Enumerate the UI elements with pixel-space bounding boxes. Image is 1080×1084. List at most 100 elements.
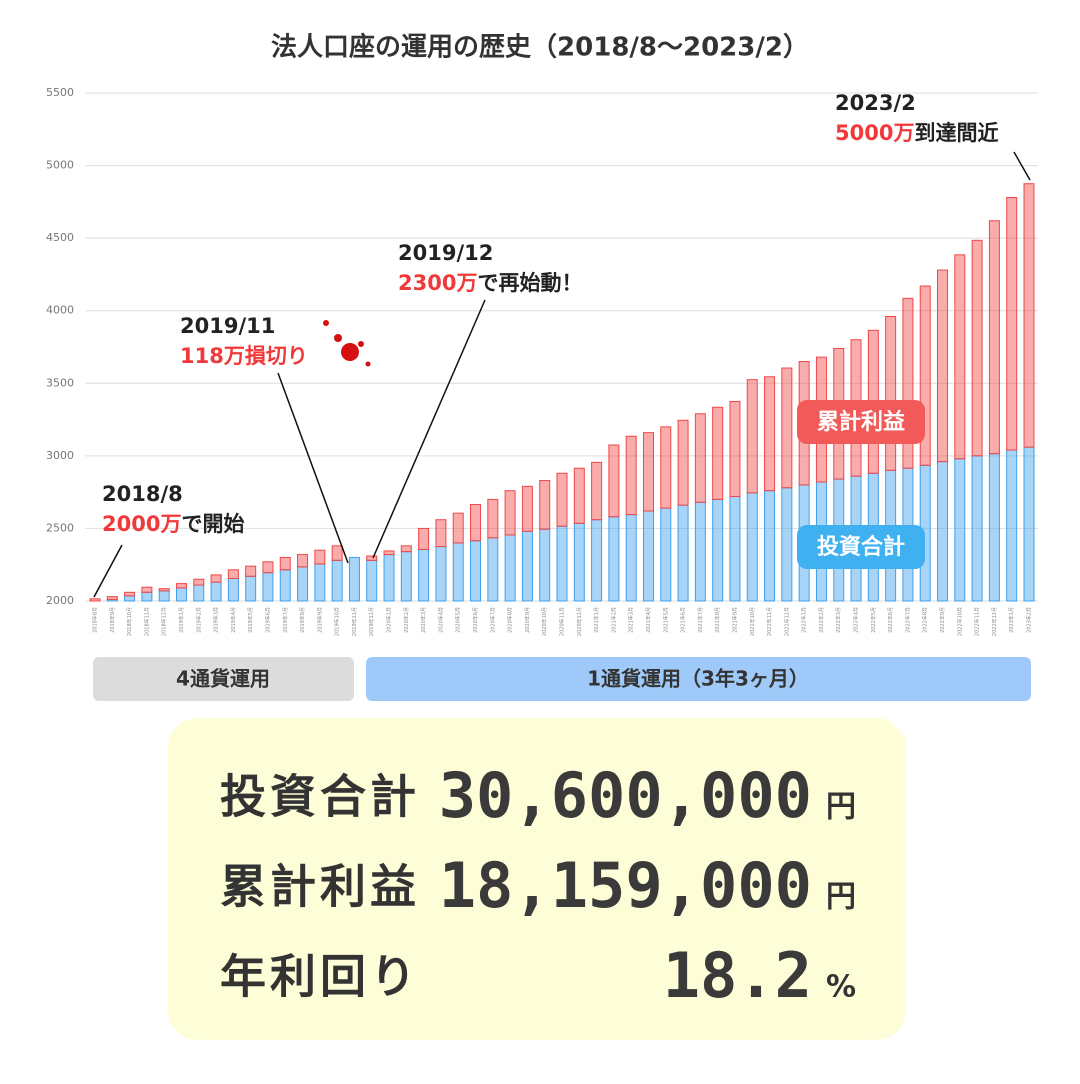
bar-segment <box>193 578 205 586</box>
x-tick-label: 2018年12月 <box>161 607 168 636</box>
chart-title: 法人口座の運用の歴史（2018/8〜2023/2） <box>271 32 809 63</box>
bar-segment <box>124 595 136 602</box>
x-tick-label: 2021年2月 <box>610 607 617 633</box>
bar-segment <box>591 519 603 602</box>
bar-segment <box>625 514 637 602</box>
bar-segment <box>314 549 326 565</box>
bar-segment <box>297 554 309 568</box>
bar-segment <box>573 467 585 524</box>
bar-segment <box>210 574 222 583</box>
bar-segment <box>141 586 153 593</box>
bar-segment <box>539 480 551 530</box>
bar-segment <box>954 458 966 602</box>
annotation-amount: 5000万 <box>835 121 914 145</box>
bar-segment <box>245 575 257 602</box>
x-tick-label: 2019年2月 <box>195 607 202 633</box>
bar-segment <box>383 554 395 602</box>
y-tick-label: 3500 <box>46 376 74 389</box>
bar-segment <box>210 581 222 602</box>
bar-segment <box>383 550 395 556</box>
bar-segment <box>764 376 776 492</box>
x-tick-label: 2019年12月 <box>368 607 375 636</box>
bar-segment <box>366 555 378 561</box>
y-tick-label: 2500 <box>46 521 74 534</box>
x-tick-label: 2023年1月 <box>1008 607 1015 633</box>
bar-segment <box>435 519 447 548</box>
summary-label: 投資合計 <box>220 770 420 824</box>
annotation-text: 5000万到達間近 <box>835 121 998 145</box>
legend-label: 投資合計 <box>817 534 905 560</box>
x-tick-label: 2020年9月 <box>524 607 531 633</box>
x-tick-label: 2019年10月 <box>334 607 341 636</box>
pointer <box>93 544 123 598</box>
bar-segment <box>1023 183 1035 448</box>
annotation-amount: 118万損切り <box>180 344 308 368</box>
bar-segment <box>89 598 101 602</box>
x-tick-label: 2021年1月 <box>593 607 600 633</box>
y-tick-label: 4000 <box>46 304 74 317</box>
x-tick-label: 2022年8月 <box>922 607 929 633</box>
pointer <box>277 372 349 564</box>
x-tick-label: 2022年2月 <box>818 607 825 633</box>
legend-box <box>797 400 925 444</box>
bar-segment <box>227 569 239 580</box>
bar-segment <box>504 534 516 602</box>
annotation-amount: 2300万 <box>398 271 477 295</box>
annotation-date: 2019/12 <box>398 241 493 265</box>
x-tick-label: 2020年2月 <box>403 607 410 633</box>
y-tick-label: 2000 <box>46 594 74 607</box>
annotation-date: 2019/11 <box>180 314 275 338</box>
bar-segment <box>937 269 949 463</box>
x-tick-label: 2020年12月 <box>576 607 583 636</box>
bar-segment <box>746 492 758 602</box>
x-tick-label: 2021年6月 <box>680 607 687 633</box>
x-tick-label: 2019年9月 <box>316 607 323 633</box>
bar-segment <box>158 588 170 592</box>
pointer <box>1013 151 1031 181</box>
splatter-icon <box>323 320 371 367</box>
x-tick-label: 2022年4月 <box>853 607 860 633</box>
annotation-text: 2300万で再始動！ <box>398 271 582 295</box>
summary-label: 年利回り <box>220 950 420 1004</box>
bar-segment <box>971 239 983 457</box>
x-tick-label: 2022年7月 <box>904 607 911 633</box>
bar-segment <box>418 548 430 602</box>
bar-segment <box>608 516 620 602</box>
bar-segment <box>694 501 706 602</box>
x-tick-label: 2021年12月 <box>783 607 790 636</box>
bar-segment <box>764 490 776 602</box>
x-tick-label: 2022年3月 <box>835 607 842 633</box>
bar-segment <box>297 566 309 602</box>
bar-segment <box>279 556 291 571</box>
x-tick-label: 2018年10月 <box>126 607 133 636</box>
phase-label: 4通貨運用 <box>176 667 270 691</box>
x-tick-label: 2020年8月 <box>507 607 514 633</box>
x-tick-label: 2021年7月 <box>697 607 704 633</box>
bar-segment <box>366 559 378 602</box>
bar-segment <box>591 461 603 521</box>
bar-segment <box>642 510 654 602</box>
bar-segment <box>660 426 672 509</box>
bar-segment <box>124 591 136 597</box>
bar-segment <box>729 495 741 602</box>
x-tick-label: 2018年8月 <box>92 607 99 633</box>
x-tick-label: 2022年6月 <box>887 607 894 633</box>
x-tick-label: 2020年5月 <box>455 607 462 633</box>
bar-segment <box>314 563 326 602</box>
bar-segment <box>435 546 447 602</box>
bar-segment <box>954 254 966 460</box>
y-tick-label: 5500 <box>46 86 74 99</box>
x-tick-label: 2019年6月 <box>264 607 271 633</box>
bar-segment <box>625 435 637 516</box>
bar-segment <box>712 498 724 602</box>
x-tick-label: 2019年7月 <box>282 607 289 633</box>
bar-segment <box>556 472 568 527</box>
bar-segment <box>781 487 793 602</box>
bar-segment <box>729 400 741 497</box>
bar-segment <box>470 540 482 602</box>
x-tick-label: 2020年11月 <box>559 607 566 636</box>
summary-unit: % <box>826 970 856 1005</box>
bar-segment <box>487 498 499 539</box>
